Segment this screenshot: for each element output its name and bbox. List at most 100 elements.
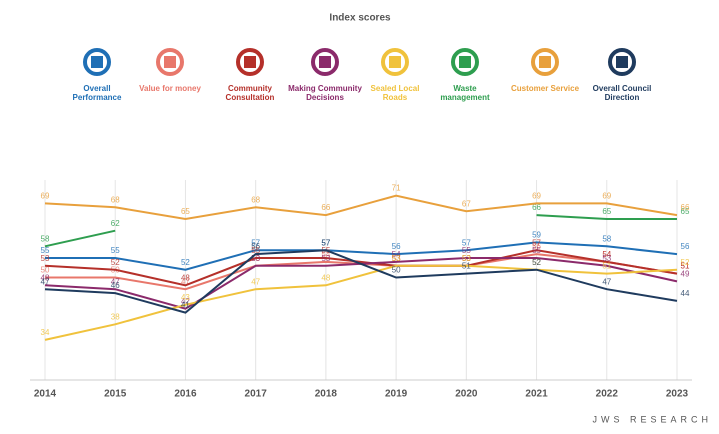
x-tick-label: 2023 bbox=[666, 389, 689, 400]
data-label: 56 bbox=[251, 242, 260, 251]
data-label: 48 bbox=[41, 273, 50, 282]
legend-label: Sealed Local Roads bbox=[370, 84, 420, 102]
data-label: 55 bbox=[251, 246, 260, 255]
data-label: 53 bbox=[392, 254, 401, 263]
data-label: 65 bbox=[681, 207, 690, 216]
data-label: 62 bbox=[111, 219, 120, 228]
data-label: 47 bbox=[111, 277, 120, 286]
data-label: 34 bbox=[41, 328, 50, 337]
data-label: 47 bbox=[251, 277, 260, 286]
data-label: 54 bbox=[602, 250, 611, 259]
data-label: 53 bbox=[602, 254, 611, 263]
data-label: 68 bbox=[111, 195, 120, 204]
data-label: 53 bbox=[251, 254, 260, 263]
series-line bbox=[44, 229, 116, 248]
legend-icon-shape bbox=[451, 48, 479, 76]
data-label: 48 bbox=[321, 273, 330, 282]
legend-icon-shape bbox=[539, 56, 551, 68]
data-label: 57 bbox=[532, 238, 541, 247]
legend-icon-shape bbox=[616, 56, 628, 68]
legend-icon-shape bbox=[459, 56, 471, 68]
data-label: 50 bbox=[41, 266, 50, 275]
data-label: 57 bbox=[321, 238, 330, 247]
data-label: 38 bbox=[111, 312, 120, 321]
data-label: 52 bbox=[181, 258, 190, 267]
x-tick-label: 2020 bbox=[455, 389, 478, 400]
data-label: 66 bbox=[532, 203, 541, 212]
data-label: 56 bbox=[681, 242, 690, 251]
data-label: 48 bbox=[181, 273, 190, 282]
legend-icon-shape bbox=[236, 48, 264, 76]
data-label: 52 bbox=[111, 258, 120, 267]
legend-icon bbox=[156, 48, 184, 76]
data-label: 55 bbox=[111, 246, 120, 255]
footer: JWS RESEARCH bbox=[592, 414, 712, 424]
data-label: 46 bbox=[111, 281, 120, 290]
legend-icon bbox=[608, 48, 636, 76]
data-label: 57 bbox=[251, 238, 260, 247]
data-label: 51 bbox=[681, 262, 690, 271]
data-label: 53 bbox=[462, 254, 471, 263]
legend-icon-shape bbox=[319, 56, 331, 68]
data-label: 54 bbox=[392, 250, 401, 259]
data-label: 47 bbox=[41, 277, 50, 286]
data-label: 41 bbox=[181, 301, 190, 310]
data-label: 58 bbox=[41, 234, 50, 243]
x-tick-label: 2019 bbox=[385, 389, 408, 400]
series-line bbox=[44, 264, 678, 341]
data-label: 51 bbox=[462, 262, 471, 271]
x-tick-label: 2016 bbox=[174, 389, 197, 400]
series-line bbox=[44, 249, 678, 314]
data-label: 53 bbox=[321, 254, 330, 263]
legend-icon-shape bbox=[311, 48, 339, 76]
data-label: 55 bbox=[41, 246, 50, 255]
legend-icon-shape bbox=[156, 48, 184, 76]
data-label: 69 bbox=[41, 192, 50, 201]
data-label: 65 bbox=[602, 207, 611, 216]
series-line bbox=[45, 241, 678, 271]
data-label: 65 bbox=[181, 207, 190, 216]
legend-icon bbox=[83, 48, 111, 76]
data-label: 69 bbox=[532, 192, 541, 201]
legend-label: Overall Council Direction bbox=[592, 84, 652, 102]
data-label: 54 bbox=[321, 250, 330, 259]
legend-icon-shape bbox=[531, 48, 559, 76]
legend-icon bbox=[451, 48, 479, 76]
data-label: 53 bbox=[392, 254, 401, 263]
legend-icon-shape bbox=[244, 56, 256, 68]
data-label: 52 bbox=[532, 258, 541, 267]
series-line bbox=[536, 214, 677, 220]
legend-label: Customer Service bbox=[510, 84, 580, 93]
data-label: 56 bbox=[392, 242, 401, 251]
data-label: 47 bbox=[602, 277, 611, 286]
legend-label: Value for money bbox=[139, 84, 201, 93]
x-tick-label: 2018 bbox=[315, 389, 338, 400]
legend-label: Making Community Decisions bbox=[288, 84, 362, 102]
data-label: 58 bbox=[602, 234, 611, 243]
data-label: 66 bbox=[321, 203, 330, 212]
chart-title: Index scores bbox=[329, 13, 391, 24]
data-label: 42 bbox=[181, 297, 190, 306]
data-label: 47 bbox=[181, 277, 190, 286]
data-label: 67 bbox=[462, 199, 471, 208]
legend-icon-shape bbox=[608, 48, 636, 76]
series-line bbox=[44, 249, 678, 287]
data-label: 52 bbox=[681, 258, 690, 267]
data-label: 56 bbox=[532, 242, 541, 251]
x-tick-label: 2014 bbox=[34, 389, 57, 400]
legend-icon-shape bbox=[389, 56, 401, 68]
data-label: 51 bbox=[602, 262, 611, 271]
data-label: 57 bbox=[321, 238, 330, 247]
legend-label: Waste management bbox=[440, 84, 490, 102]
legend-icon bbox=[381, 48, 409, 76]
data-label: 68 bbox=[251, 195, 260, 204]
data-label: 69 bbox=[602, 192, 611, 201]
x-tick-label: 2022 bbox=[596, 389, 619, 400]
data-label: 51 bbox=[681, 262, 690, 271]
legend-label: Community Consultation bbox=[225, 84, 275, 102]
data-label: 59 bbox=[532, 231, 541, 240]
data-label: 55 bbox=[532, 246, 541, 255]
data-label: 49 bbox=[681, 270, 690, 279]
